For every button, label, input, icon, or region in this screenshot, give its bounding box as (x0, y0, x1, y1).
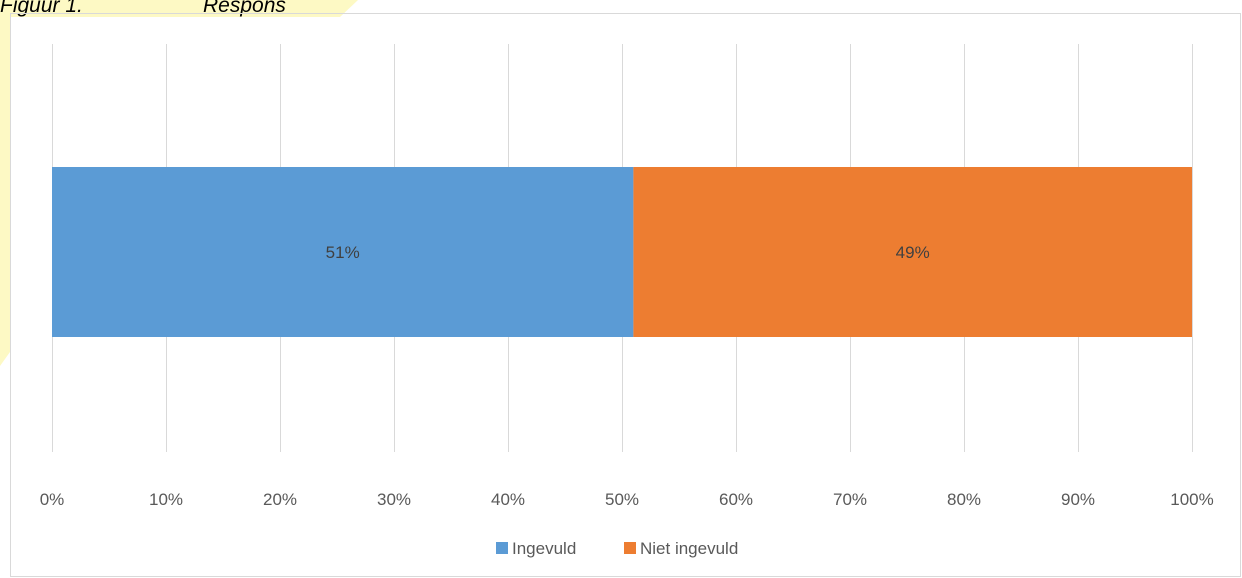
legend-label: Niet ingevuld (640, 539, 738, 558)
x-tick-label: 10% (149, 490, 183, 509)
data-label: 49% (896, 243, 930, 262)
legend: Ingevuld Niet ingevuld (496, 539, 738, 558)
bars (52, 167, 1192, 337)
data-labels: 51% 49% (326, 243, 930, 262)
data-label: 51% (326, 243, 360, 262)
x-tick-labels: 0% 10% 20% 30% 40% 50% 60% 70% 80% 90% 100% (40, 490, 1214, 509)
x-tick-label: 50% (605, 490, 639, 509)
legend-label: Ingevuld (512, 539, 576, 558)
margin-highlight-tail (0, 352, 10, 366)
figure-number: Figuur 1. (0, 0, 83, 17)
x-tick-label: 90% (1061, 490, 1095, 509)
x-tick-label: 80% (947, 490, 981, 509)
bar-ingevuld (52, 167, 634, 337)
x-tick-label: 30% (377, 490, 411, 509)
caption-highlight-tail (340, 0, 358, 17)
x-tick-label: 100% (1170, 490, 1213, 509)
x-tick-label: 70% (833, 490, 867, 509)
x-tick-label: 40% (491, 490, 525, 509)
margin-highlight (0, 17, 10, 352)
bar-niet-ingevuld (633, 167, 1192, 337)
legend-swatch (624, 542, 636, 554)
legend-swatch (496, 542, 508, 554)
x-tick-label: 0% (40, 490, 65, 509)
chart-frame (10, 13, 1241, 577)
figure-title: Respons (203, 0, 286, 17)
x-tick-label: 60% (719, 490, 753, 509)
x-tick-label: 20% (263, 490, 297, 509)
caption-highlight (0, 0, 340, 17)
